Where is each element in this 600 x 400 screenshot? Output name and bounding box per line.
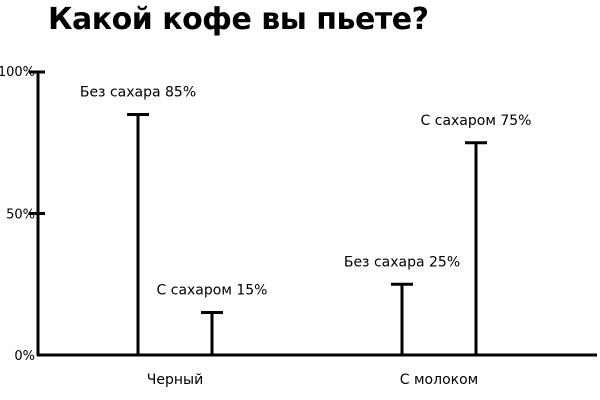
bar-label-1: С сахаром 15%: [157, 283, 268, 299]
y-tick-label-1: 50%: [6, 208, 35, 223]
x-category-label-1: С молоком: [400, 372, 478, 388]
bar-label-2: Без сахара 25%: [344, 254, 460, 270]
y-tick-label-2: 100%: [0, 65, 35, 80]
x-category-label-0: Черный: [147, 372, 203, 388]
y-tick-label-0: 0%: [14, 349, 35, 364]
chart-title: Какой кофе вы пьете?: [48, 2, 429, 37]
bar-label-3: С сахаром 75%: [421, 113, 532, 129]
bar-label-0: Без сахара 85%: [80, 84, 196, 100]
